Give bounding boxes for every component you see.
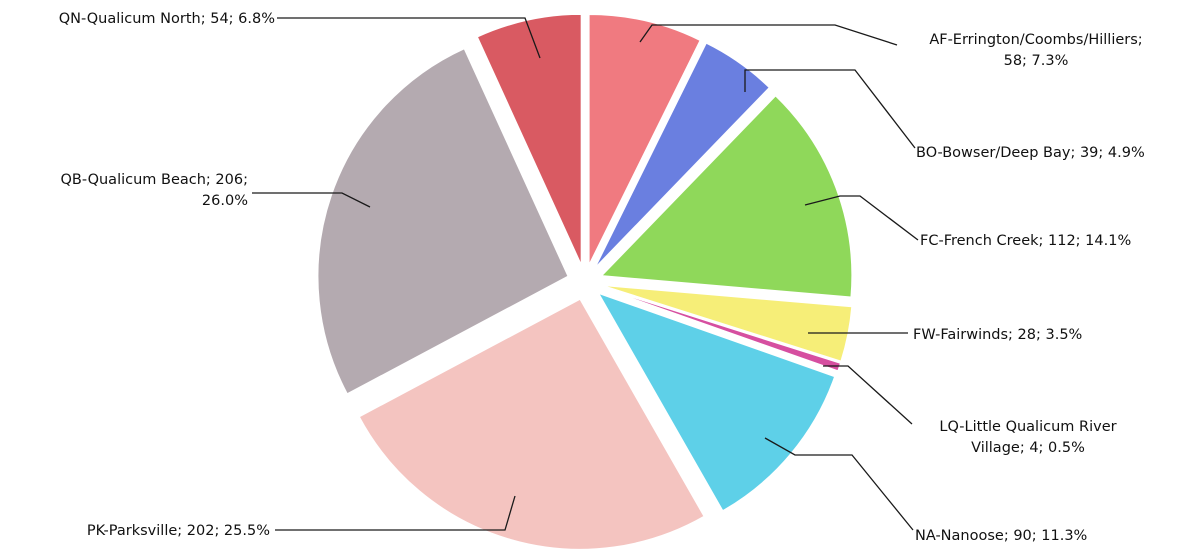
- pie-slice-bo: [594, 42, 770, 268]
- slice-label-qn: QN-Qualicum North; 54; 6.8%: [59, 11, 275, 27]
- pie-slice-fc: [600, 95, 853, 298]
- leader-lines: [252, 17, 919, 531]
- pie-slice-qn: [476, 13, 582, 265]
- slice-label-line: FC-French Creek; 112; 14.1%: [920, 233, 1131, 249]
- pie-slice-na: [597, 292, 836, 512]
- slice-label-pk: PK-Parksville; 202; 25.5%: [87, 523, 270, 539]
- slice-label-fw: FW-Fairwinds; 28; 3.5%: [913, 327, 1082, 343]
- slice-label-bo: BO-Bowser/Deep Bay; 39; 4.9%: [916, 145, 1145, 161]
- slice-label-line: BO-Bowser/Deep Bay; 39; 4.9%: [916, 145, 1145, 161]
- leader-line-qn: [277, 17, 541, 59]
- slice-label-line: NA-Nanoose; 90; 11.3%: [915, 528, 1087, 544]
- slice-label-line: AF-Errington/Coombs/Hilliers;: [929, 32, 1142, 48]
- leader-line-qb: [252, 192, 371, 208]
- leader-line-bo: [744, 69, 916, 149]
- slice-label-qb: QB-Qualicum Beach; 206; 26.0%: [60, 172, 248, 209]
- leader-line-lq: [823, 365, 913, 425]
- slice-label-line: QB-Qualicum Beach; 206;: [60, 172, 248, 188]
- slice-label-line: PK-Parksville; 202; 25.5%: [87, 523, 270, 539]
- slice-label-line: 26.0%: [202, 193, 248, 209]
- slice-labels: AF-Errington/Coombs/Hilliers; 58; 7.3% BO-…: [59, 11, 1145, 544]
- slice-label-line: Village; 4; 0.5%: [971, 440, 1085, 456]
- pie-slice-fw: [602, 285, 853, 362]
- slice-label-line: LQ-Little Qualicum River: [939, 419, 1116, 435]
- leader-line-na: [764, 437, 914, 531]
- pie-slice-pk: [358, 298, 705, 549]
- pie-slice-lq: [601, 287, 842, 372]
- slice-label-fc: FC-French Creek; 112; 14.1%: [920, 233, 1131, 249]
- slice-label-line: FW-Fairwinds; 28; 3.5%: [913, 327, 1082, 343]
- slice-label-line: QN-Qualicum North; 54; 6.8%: [59, 11, 275, 27]
- leader-line-fc: [804, 195, 919, 241]
- pie-slice-qb: [317, 48, 569, 395]
- slice-label-af: AF-Errington/Coombs/Hilliers; 58; 7.3%: [929, 32, 1142, 69]
- pie-slice-af: [588, 13, 701, 265]
- pie-slices: [317, 13, 853, 549]
- slice-label-na: NA-Nanoose; 90; 11.3%: [915, 528, 1087, 544]
- leader-line-af: [639, 24, 898, 46]
- slice-label-lq: LQ-Little Qualicum River Village; 4; 0.5%: [939, 419, 1116, 456]
- slice-label-line: 58; 7.3%: [1004, 53, 1069, 69]
- leader-line-pk: [275, 495, 516, 531]
